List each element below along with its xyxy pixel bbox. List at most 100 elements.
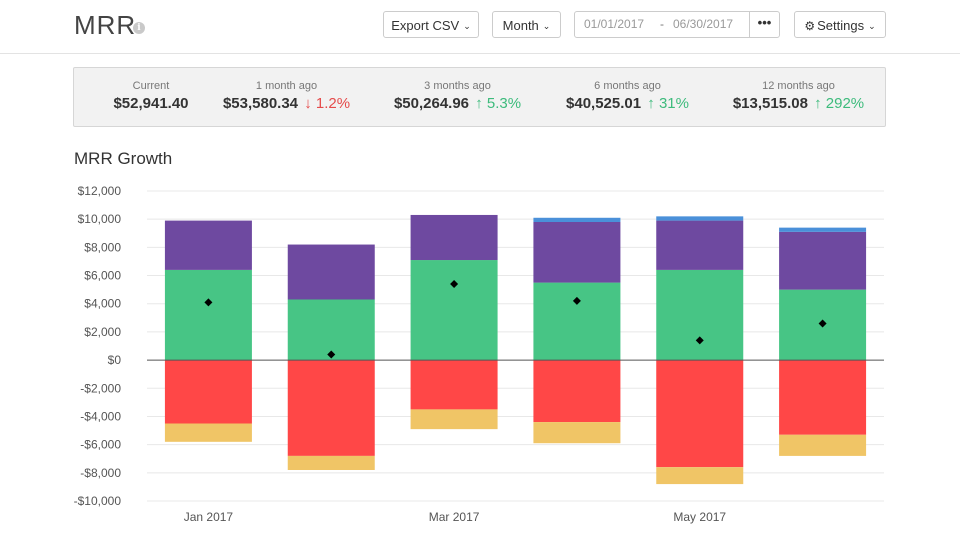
net-mrr-point bbox=[204, 298, 213, 307]
bar-churn bbox=[656, 360, 744, 468]
export-csv-button[interactable]: Export CSV ⌄ bbox=[383, 11, 479, 38]
settings-label: Settings bbox=[817, 18, 865, 33]
date-end[interactable]: 06/30/2017 bbox=[673, 17, 734, 31]
bar-churn bbox=[164, 360, 252, 424]
bar-contraction bbox=[287, 455, 375, 470]
net-mrr-point bbox=[327, 350, 336, 359]
stat-change-percent: 5.3% bbox=[486, 95, 522, 112]
net-mrr-point bbox=[572, 296, 581, 305]
y-tick-label: $4,000 bbox=[84, 297, 121, 311]
stat-change: ↑ 292% bbox=[814, 95, 864, 112]
stat-3-months-ago: 3 months ago $50,264.96 ↑ 5.3% bbox=[390, 80, 525, 112]
stat-label: Current bbox=[132, 80, 170, 92]
stat-amount: $13,515.08 bbox=[732, 95, 808, 112]
date-start[interactable]: 01/01/2017 bbox=[584, 17, 645, 31]
stat-value: $53,580.34 ↓ 1.2% bbox=[219, 95, 354, 112]
y-tick-label: -$2,000 bbox=[80, 381, 121, 395]
bar-reactivation bbox=[533, 217, 621, 222]
header-bar: MRR i Export CSV ⌄ Month ⌄ 01/01/2017 - 06… bbox=[0, 0, 960, 54]
y-tick-label: $8,000 bbox=[84, 240, 121, 254]
net-mrr-point bbox=[695, 336, 704, 345]
settings-button[interactable]: ⚙ Settings ⌄ bbox=[794, 11, 886, 38]
arrow-up-icon: ↑ bbox=[647, 95, 655, 112]
y-tick-label: $0 bbox=[108, 353, 122, 367]
stat-label: 6 months ago bbox=[594, 80, 661, 92]
stat-change: ↑ 31% bbox=[647, 95, 689, 112]
bar-expansion bbox=[656, 220, 744, 270]
arrow-down-icon: ↓ bbox=[304, 95, 312, 112]
info-icon[interactable]: i bbox=[133, 22, 145, 34]
bar-new bbox=[164, 269, 252, 361]
stat-change: ↓ 1.2% bbox=[304, 95, 350, 112]
bar-contraction bbox=[533, 422, 621, 444]
stat-change-percent: 1.2% bbox=[315, 95, 351, 112]
stat-label: 1 month ago bbox=[255, 80, 318, 92]
bar-reactivation bbox=[656, 216, 744, 221]
stat-12-months-ago: 12 months ago $13,515.08 ↑ 292% bbox=[726, 80, 871, 112]
mrr-growth-chart: $12,000 $10,000 $8,000 $6,000 $4,000 $2,000 $0… bbox=[74, 184, 884, 524]
y-tick-label: -$6,000 bbox=[80, 438, 121, 452]
stat-amount: $53,580.34 bbox=[222, 95, 299, 112]
bar-contraction bbox=[410, 409, 498, 430]
chevron-down-icon: ⌄ bbox=[463, 21, 471, 31]
chevron-down-icon: ⌄ bbox=[542, 21, 551, 31]
stat-6-months-ago: 6 months ago $40,525.01 ↑ 31% bbox=[560, 80, 695, 112]
bar-new bbox=[533, 282, 621, 361]
stat-1-month-ago: 1 month ago $53,580.34 ↓ 1.2% bbox=[219, 80, 354, 112]
more-options-button[interactable]: ••• bbox=[749, 11, 780, 38]
stat-change-percent: 292% bbox=[825, 95, 865, 112]
bar-expansion bbox=[164, 220, 252, 270]
x-tick-label: Jan 2017 bbox=[184, 510, 234, 524]
y-tick-label: $6,000 bbox=[84, 269, 121, 283]
x-tick-label: May 2017 bbox=[673, 510, 726, 524]
interval-select[interactable]: Month ⌄ bbox=[492, 11, 561, 38]
date-separator: - bbox=[660, 17, 664, 31]
stat-value: $13,515.08 ↑ 292% bbox=[726, 95, 871, 112]
arrow-up-icon: ↑ bbox=[814, 95, 822, 112]
chart-title: MRR Growth bbox=[74, 149, 173, 168]
bar-reactivation bbox=[779, 227, 867, 232]
bar-new bbox=[410, 260, 498, 361]
y-tick-label: $12,000 bbox=[78, 184, 122, 198]
bar-new bbox=[656, 269, 744, 361]
y-tick-label: -$10,000 bbox=[74, 494, 122, 508]
y-tick-label: $10,000 bbox=[78, 212, 122, 226]
bar-expansion bbox=[779, 231, 867, 290]
y-tick-label: -$8,000 bbox=[80, 466, 121, 480]
interval-label: Month bbox=[502, 18, 539, 33]
stat-value: $40,525.01 ↑ 31% bbox=[560, 95, 695, 112]
stat-change-percent: 31% bbox=[658, 95, 689, 112]
stat-current: Current $52,941.40 bbox=[96, 80, 206, 112]
bar-contraction bbox=[779, 434, 867, 456]
bar-contraction bbox=[164, 423, 252, 442]
bar-churn bbox=[287, 360, 375, 456]
mrr-stats-panel: Current $52,941.40 1 month ago $53,580.3… bbox=[73, 67, 886, 127]
y-tick-label: -$4,000 bbox=[80, 409, 121, 423]
export-csv-label: Export CSV bbox=[391, 18, 460, 33]
net-mrr-point bbox=[450, 280, 459, 288]
y-tick-label: $2,000 bbox=[84, 325, 121, 339]
x-tick-label: Mar 2017 bbox=[429, 510, 480, 524]
stat-change: ↑ 5.3% bbox=[475, 95, 521, 112]
stat-label: 3 months ago bbox=[424, 80, 491, 92]
bar-expansion bbox=[287, 244, 375, 300]
net-mrr-point bbox=[818, 319, 827, 328]
gear-icon: ⚙ bbox=[804, 19, 816, 33]
bar-contraction bbox=[656, 467, 744, 485]
page-title: MRR bbox=[74, 10, 137, 40]
bar-churn bbox=[533, 360, 621, 423]
bar-churn bbox=[410, 360, 498, 410]
stat-amount: $52,941.40 bbox=[113, 95, 189, 112]
stat-amount: $50,264.96 bbox=[393, 95, 470, 112]
bar-expansion bbox=[533, 222, 621, 283]
stat-value: $52,941.40 bbox=[96, 95, 206, 112]
stat-amount: $40,525.01 bbox=[566, 95, 642, 112]
stat-value: $50,264.96 ↑ 5.3% bbox=[390, 95, 525, 112]
more-icon: ••• bbox=[757, 15, 772, 30]
chevron-down-icon: ⌄ bbox=[868, 21, 876, 31]
date-range-input[interactable]: 01/01/2017 - 06/30/2017 bbox=[574, 11, 750, 38]
bar-new bbox=[287, 299, 375, 361]
bar-churn bbox=[779, 360, 867, 435]
arrow-up-icon: ↑ bbox=[475, 95, 483, 112]
bar-expansion bbox=[410, 214, 498, 261]
